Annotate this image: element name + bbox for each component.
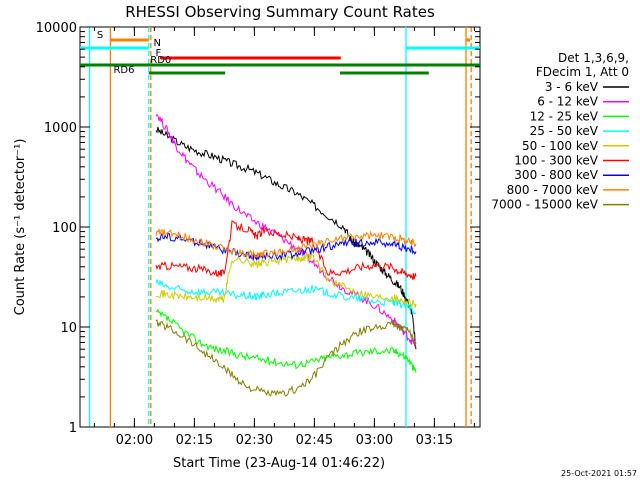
y-tick-label: 10 — [60, 321, 77, 336]
y-tick-label: 100 — [52, 221, 77, 236]
plot-area — [79, 26, 481, 428]
legend-label: 25 - 50 keV — [530, 124, 599, 138]
chart-title: RHESSI Observing Summary Count Rates — [125, 3, 435, 21]
y-tick-label: 1 — [69, 421, 77, 436]
y-tick-label: 1000 — [44, 121, 77, 136]
series-line-100-300-kev — [155, 220, 417, 281]
y-axis-label: Count Rate (s⁻¹ detector⁻¹) — [13, 139, 28, 316]
legend-label: 300 - 800 keV — [514, 168, 598, 182]
legend-label: 100 - 300 keV — [514, 154, 598, 168]
status-label-n: N — [153, 38, 160, 49]
legend-label: 50 - 100 keV — [522, 139, 599, 153]
x-axis: 02:00 02:15 02:30 02:45 03:00 03:15 — [93, 27, 475, 448]
series-line-6-12-kev — [155, 113, 417, 348]
series-line-25-50-kev — [155, 278, 417, 316]
series-line-800-7000-kev — [155, 228, 417, 259]
status-label-s: S — [97, 30, 103, 41]
y-tick-label: 10000 — [36, 21, 77, 36]
status-label-f: F — [156, 48, 162, 59]
series-line-12-25-kev — [155, 308, 417, 373]
x-tick-label: 03:15 — [416, 433, 453, 448]
series-lines — [155, 113, 417, 397]
y-axis: 1 10 100 1000 10000 — [36, 21, 480, 436]
legend-label: 7000 - 15000 keV — [491, 198, 598, 212]
timestamp: 25-Oct-2021 01:57 — [561, 469, 637, 478]
legend-label: 800 - 7000 keV — [507, 183, 599, 197]
x-axis-label: Start Time (23-Aug-14 01:46:22) — [173, 456, 385, 471]
x-tick-label: 02:15 — [176, 433, 213, 448]
legend-label: 3 - 6 keV — [545, 80, 599, 94]
legend-header: FDecim 1, Att 0 — [536, 65, 629, 79]
series-line-50-100-kev — [155, 251, 417, 308]
series-line-7000-15000-kev — [155, 319, 417, 397]
x-tick-label: 02:00 — [116, 433, 153, 448]
legend-header: Det 1,3,6,9, — [558, 51, 629, 65]
legend-label: 6 - 12 keV — [537, 95, 599, 109]
x-tick-label: 02:45 — [296, 433, 333, 448]
series-line-3-6-kev — [155, 126, 417, 350]
x-tick-label: 02:30 — [236, 433, 273, 448]
vertical-markers — [88, 27, 472, 427]
x-tick-label: 03:00 — [356, 433, 393, 448]
legend-label: 12 - 25 keV — [530, 109, 599, 123]
status-label-rd0: RD0 — [150, 55, 171, 66]
series-line-300-800-kev — [155, 232, 417, 261]
status-label-rd6: RD6 — [113, 65, 134, 76]
